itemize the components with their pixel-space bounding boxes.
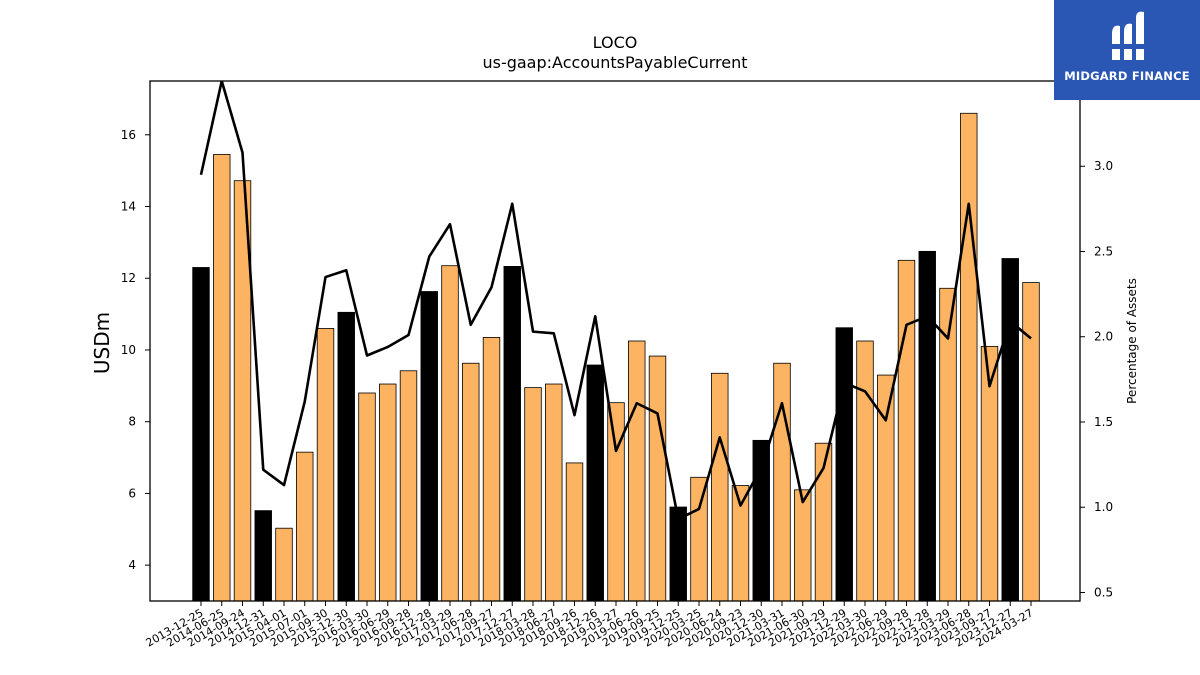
- y-tick-label: 8: [128, 415, 136, 429]
- bar: [690, 476, 708, 602]
- y2-tick-label: 2.5: [1094, 244, 1113, 258]
- bar: [1001, 258, 1019, 602]
- bar: [897, 259, 916, 602]
- y-tick-label: 12: [121, 271, 136, 285]
- bar: [192, 267, 210, 602]
- bar: [254, 510, 272, 602]
- bar: [1022, 282, 1040, 602]
- y2-tick-label: 3.0: [1094, 159, 1113, 173]
- chart-subtitle: us-gaap:AccountsPayableCurrent: [482, 53, 747, 72]
- bar: [918, 250, 936, 602]
- bar: [648, 355, 667, 602]
- bar: [524, 387, 542, 602]
- bar: [296, 451, 314, 602]
- logo-text: MIDGARD FINANCE: [1064, 69, 1190, 83]
- bar: [835, 327, 853, 602]
- midgard-logo-icon: [1110, 11, 1146, 61]
- y-tick-label: 4: [128, 558, 136, 572]
- bar: [213, 154, 231, 602]
- y-tick-label: 6: [128, 486, 136, 500]
- bar: [586, 364, 604, 602]
- bar: [275, 527, 293, 602]
- bar: [669, 506, 687, 602]
- y2-axis-label: Percentage of Assets: [1125, 278, 1139, 404]
- bar: [711, 372, 729, 602]
- y-tick-label: 14: [121, 200, 136, 214]
- midgard-finance-logo: MIDGARD FINANCE: [1054, 0, 1200, 100]
- bar: [628, 340, 646, 602]
- bar: [399, 370, 418, 602]
- y2-tick-label: 2.0: [1094, 330, 1113, 344]
- bar: [773, 362, 791, 602]
- bar: [482, 337, 501, 602]
- chart-title: LOCO: [593, 33, 638, 52]
- y2-tick-label: 0.5: [1094, 585, 1113, 599]
- bar: [877, 374, 895, 602]
- bar: [337, 311, 355, 602]
- y-tick-label: 10: [121, 343, 136, 357]
- bar: [358, 392, 376, 602]
- bar: [316, 328, 335, 602]
- bar: [794, 489, 812, 602]
- bar: [607, 402, 625, 602]
- y-tick-label: 16: [121, 128, 136, 142]
- bar: [856, 340, 874, 602]
- bar: [420, 291, 438, 602]
- bar: [960, 112, 978, 602]
- bar: [462, 362, 480, 602]
- bar: [379, 383, 397, 602]
- y2-tick-label: 1.5: [1094, 415, 1113, 429]
- bar: [503, 266, 521, 602]
- plot-frame: [149, 80, 1081, 602]
- percentage-line: [199, 81, 1032, 521]
- bar: [565, 462, 584, 602]
- y2-tick-label: 1.0: [1094, 500, 1113, 514]
- y-axis-label: USDm: [90, 312, 114, 374]
- bar: [441, 265, 459, 602]
- bar: [545, 383, 563, 602]
